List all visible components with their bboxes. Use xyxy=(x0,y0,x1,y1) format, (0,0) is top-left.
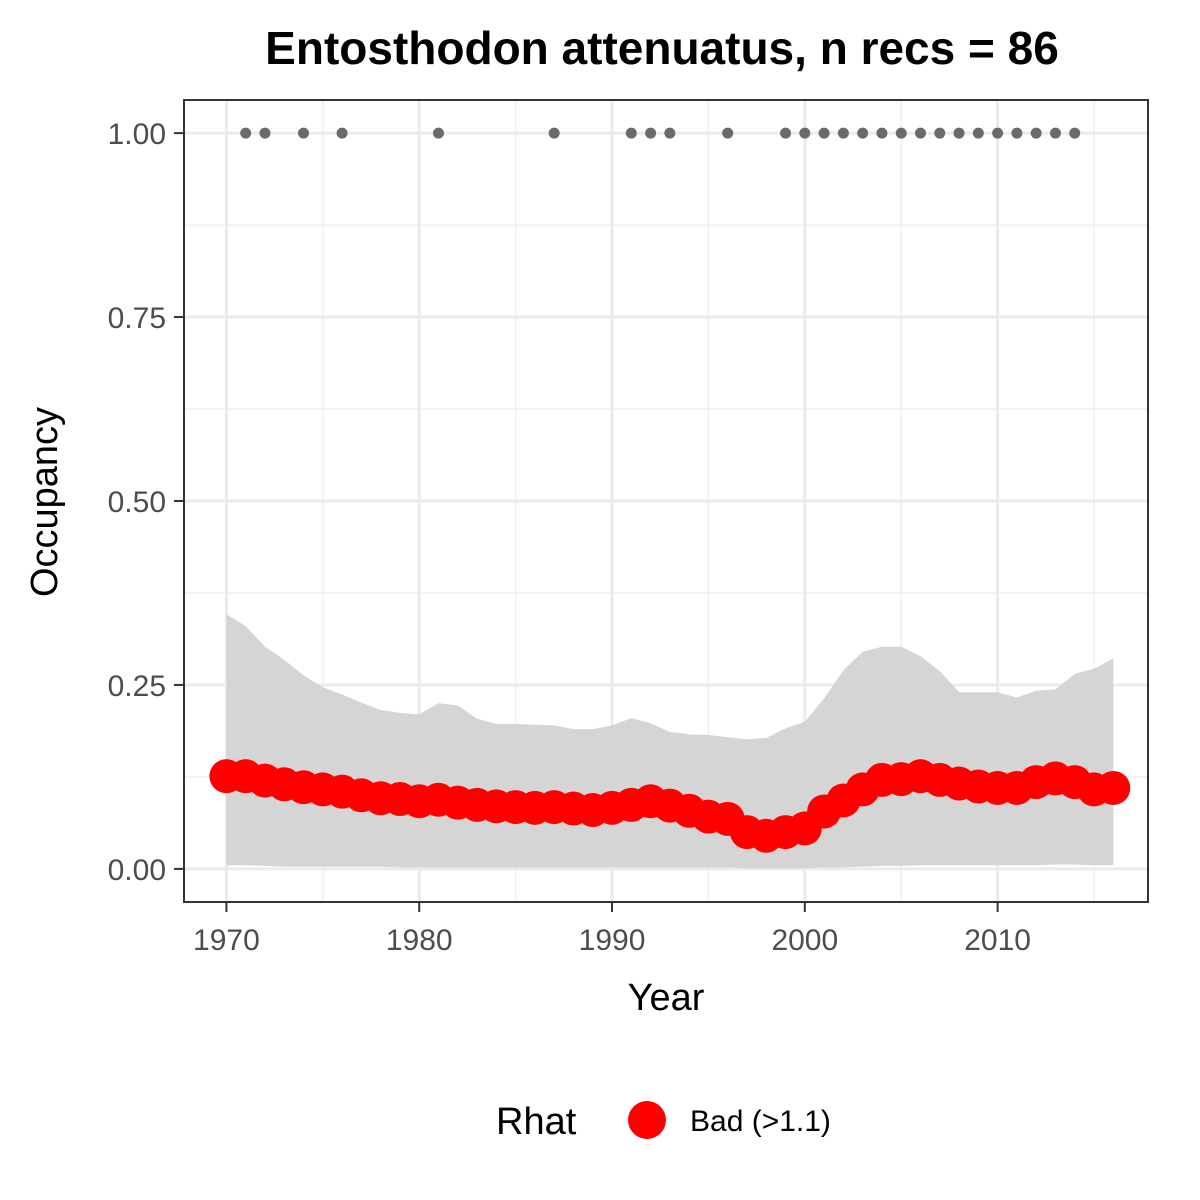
observation-point xyxy=(972,127,984,139)
mean-points xyxy=(209,759,1131,853)
observation-point xyxy=(799,127,811,139)
x-tick-label: 2010 xyxy=(964,924,1031,957)
observation-point xyxy=(240,127,252,139)
observation-point xyxy=(336,127,348,139)
observation-point xyxy=(934,127,946,139)
y-axis: 0.00 0.25 0.50 0.75 1.00 xyxy=(108,118,184,887)
x-axis: 1970 1980 1990 2000 2010 xyxy=(193,902,1031,957)
observation-points xyxy=(240,127,1081,139)
observation-point xyxy=(953,127,965,139)
y-tick-label: 0.50 xyxy=(108,486,166,519)
observation-point xyxy=(1030,127,1042,139)
observation-point xyxy=(914,127,926,139)
legend: Rhat Bad (>1.1) xyxy=(496,1101,831,1143)
observation-point xyxy=(664,127,676,139)
y-axis-title: Occupancy xyxy=(24,407,66,597)
x-tick-label: 1980 xyxy=(386,924,453,957)
y-tick-label: 0.00 xyxy=(108,854,166,887)
observation-point xyxy=(857,127,869,139)
legend-key-bad xyxy=(628,1101,666,1139)
legend-label-bad: Bad (>1.1) xyxy=(690,1105,831,1138)
observation-point xyxy=(645,127,657,139)
observation-point xyxy=(548,127,560,139)
mean-point xyxy=(1096,770,1131,805)
y-tick-label: 0.25 xyxy=(108,670,166,703)
observation-point xyxy=(837,127,849,139)
observation-point xyxy=(780,127,792,139)
x-tick-label: 1990 xyxy=(579,924,646,957)
observation-point xyxy=(818,127,830,139)
y-tick-label: 1.00 xyxy=(108,118,166,151)
observation-point xyxy=(1069,127,1081,139)
x-tick-label: 1970 xyxy=(193,924,260,957)
observation-point xyxy=(432,127,444,139)
chart-title: Entosthodon attenuatus, n recs = 86 xyxy=(265,22,1059,74)
observation-point xyxy=(1011,127,1023,139)
x-tick-label: 2000 xyxy=(771,924,838,957)
observation-point xyxy=(722,127,734,139)
observation-point xyxy=(992,127,1004,139)
y-tick-label: 0.75 xyxy=(108,302,166,335)
observation-point xyxy=(876,127,888,139)
x-axis-title: Year xyxy=(628,977,705,1019)
observation-point xyxy=(259,127,271,139)
observation-point xyxy=(298,127,310,139)
observation-point xyxy=(625,127,637,139)
observation-point xyxy=(895,127,907,139)
legend-title: Rhat xyxy=(496,1101,577,1143)
observation-point xyxy=(1049,127,1061,139)
